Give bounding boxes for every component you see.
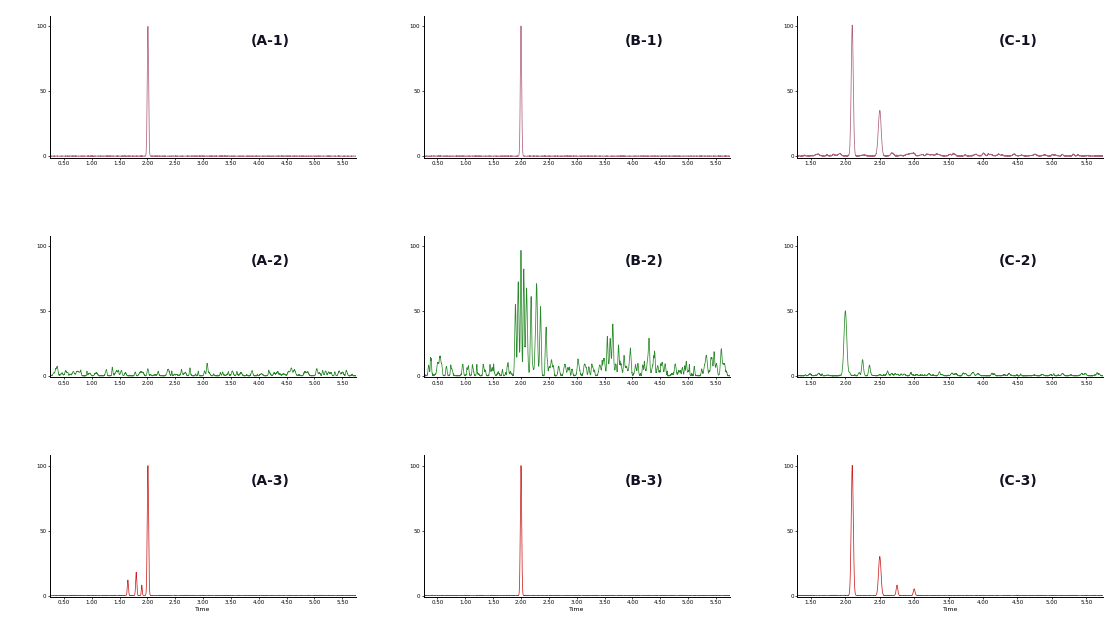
X-axis label: Time: Time <box>569 607 584 612</box>
Text: (B-3): (B-3) <box>624 474 663 488</box>
Text: (B-2): (B-2) <box>624 254 663 268</box>
X-axis label: Time: Time <box>195 607 211 612</box>
Text: (A-2): (A-2) <box>251 254 289 268</box>
Text: (C-1): (C-1) <box>998 34 1037 48</box>
X-axis label: Time: Time <box>943 607 958 612</box>
Text: (A-3): (A-3) <box>251 474 289 488</box>
Text: (C-3): (C-3) <box>998 474 1037 488</box>
Text: (A-1): (A-1) <box>251 34 289 48</box>
Text: (B-1): (B-1) <box>624 34 663 48</box>
Text: (C-2): (C-2) <box>998 254 1037 268</box>
